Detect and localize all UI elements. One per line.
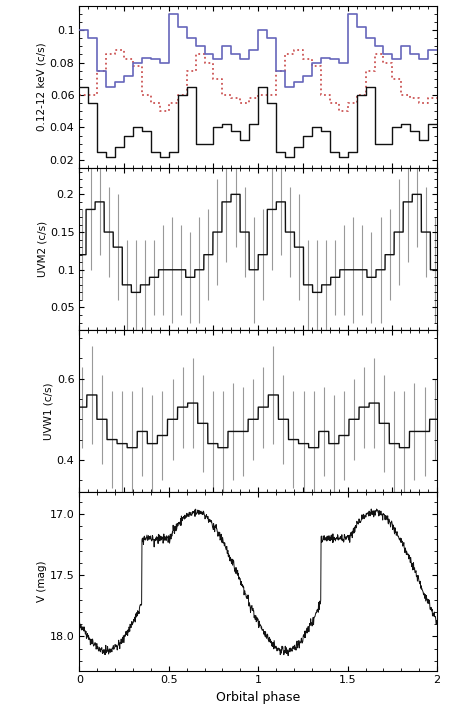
Y-axis label: UVM2 (c/s): UVM2 (c/s) <box>37 221 47 277</box>
X-axis label: Orbital phase: Orbital phase <box>216 691 300 704</box>
Y-axis label: V (mag): V (mag) <box>37 560 47 602</box>
Y-axis label: UVW1 (c/s): UVW1 (c/s) <box>44 382 54 440</box>
Y-axis label: 0.12-12 keV (c/s): 0.12-12 keV (c/s) <box>37 43 47 131</box>
